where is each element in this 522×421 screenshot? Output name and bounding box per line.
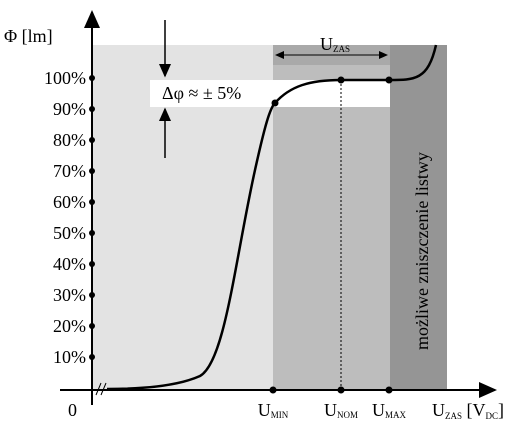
x-tick-sub: MIN [271,410,289,420]
curve-points [269,76,393,394]
x-tick-main: U [258,400,271,420]
warning: możliwe zniszczenie listwy [412,152,432,350]
y-label: Φ [lm] [4,26,53,46]
y-tick-dot [89,137,95,143]
y-tick-label: 20% [53,316,86,336]
x-label: UZAS [VDC] [432,400,504,421]
y-tick-dot [89,106,95,112]
y-tick-dot [89,199,95,205]
range-label: UZAS [320,34,350,54]
x-tick-sub: NOM [337,410,358,420]
y-tick-label: 60% [53,192,86,212]
range-sub: ZAS [333,44,350,54]
delta-label: Δφ ≈ ± 5% [162,83,241,103]
x-label-sub: ZAS [445,411,462,421]
y-tick-dot [89,75,95,81]
y-tick-dot [89,261,95,267]
y-tick-dot [89,354,95,360]
y-tick-dot [89,230,95,236]
axis-break [95,382,107,396]
y-tick-label: 70% [53,161,86,181]
x-tick-sub: MAX [385,410,407,420]
x-label-close: ] [498,400,504,420]
ticks: 100%90%80%70%60%50%40%30%20%10%UMIN UNOM U… [44,68,406,420]
y-tick-dot [89,323,95,329]
y-tick-label: 50% [53,223,86,243]
region-damage [390,45,447,390]
x-tick-main: U [324,400,337,420]
range-main: U [320,34,333,54]
y-tick-label: 40% [53,254,86,274]
x-tick-label: UNOM [324,400,358,420]
x-label-main: U [432,400,445,420]
y-tick-dot [89,292,95,298]
y-tick-dot [89,168,95,174]
y-tick-label: 30% [53,285,86,305]
y-tick-label: 100% [44,68,86,88]
y-tick-label: 80% [53,130,86,150]
tolerance-band [150,80,390,107]
x-tick-main: U [372,400,385,420]
x-label-unit-sub: DC [486,411,499,421]
origin-label: 0 [68,400,77,420]
x-tick-label: UMIN [258,400,289,420]
y-tick-label: 90% [53,99,86,119]
y-tick-label: 10% [53,347,86,367]
x-tick-label: UMAX [372,400,407,420]
x-label-unit: [V [462,400,486,420]
